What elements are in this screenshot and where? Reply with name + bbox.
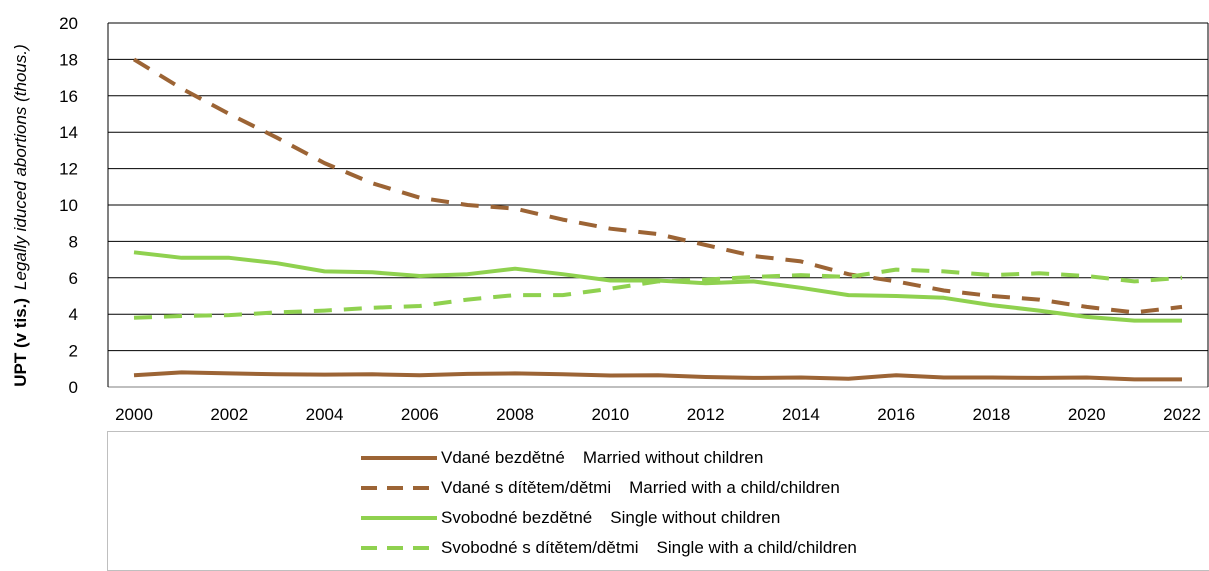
- gridlines: [107, 22, 1209, 388]
- series-line-2: [132, 57, 1183, 315]
- legend-swatch-solid-brown: [361, 456, 437, 460]
- legend-label-czech: Svobodné bezdětné: [441, 508, 593, 527]
- y-tick-label: 12: [59, 160, 78, 179]
- legend-label-english: Married without children: [582, 448, 764, 467]
- y-axis-title: UPT (v tis.) Legally iduced abortions (t…: [8, 8, 34, 423]
- legend-item-single-without-children: Svobodné bezdětné Single without childre…: [361, 505, 780, 531]
- y-tick-label: 0: [69, 378, 78, 397]
- legend-item-married-without-children: Vdané bezdětné Married without children: [361, 445, 763, 471]
- y-tick-label: 2: [69, 342, 78, 361]
- legend-label-czech: Vdané bezdětné: [441, 448, 565, 467]
- legend-label-english: Single without children: [610, 508, 781, 527]
- y-tick-label: 10: [59, 196, 78, 215]
- legend-swatch-dashed-brown: [361, 486, 437, 490]
- x-tick-label: 2002: [210, 405, 248, 424]
- legend-label-english: Married with a child/children: [629, 478, 840, 497]
- y-tick-label: 8: [69, 232, 78, 251]
- y-axis-ticks: 0 2 4 6 8 10 12 14 16 18 20: [59, 14, 78, 397]
- y-tick-label: 16: [59, 87, 78, 106]
- y-tick-label: 4: [69, 305, 78, 324]
- y-tick-label: 6: [69, 269, 78, 288]
- x-tick-label: 2004: [306, 405, 344, 424]
- x-tick-label: 2018: [973, 405, 1011, 424]
- legend-item-married-with-children: Vdané s dítětem/dětmi Married with a chi…: [361, 475, 840, 501]
- legend-label-czech: Vdané s dítětem/dětmi: [441, 478, 612, 497]
- x-tick-label: 2014: [782, 405, 820, 424]
- legend-swatch-dashed-green: [361, 546, 437, 550]
- y-tick-label: 14: [59, 123, 78, 142]
- x-tick-label: 2010: [591, 405, 629, 424]
- x-tick-label: 2022: [1163, 405, 1201, 424]
- series-line-1: [133, 370, 1182, 382]
- x-tick-label: 2008: [496, 405, 534, 424]
- y-axis-title-english: Legally iduced abortions (thous.): [11, 44, 30, 290]
- legend-label-english: Single with a child/children: [656, 538, 857, 557]
- x-tick-label: 2006: [401, 405, 439, 424]
- x-axis-ticks: 2000 2002 2004 2006 2008 2010 2012 2014 2016 2018…: [115, 405, 1201, 424]
- y-axis-title-czech: UPT (v tis.): [11, 297, 30, 387]
- legend-swatch-solid-green: [361, 516, 437, 520]
- x-tick-label: 2020: [1068, 405, 1106, 424]
- data-series: [132, 57, 1183, 382]
- x-tick-label: 2012: [687, 405, 725, 424]
- legend-label-czech: Svobodné s dítětem/dětmi: [441, 538, 639, 557]
- x-tick-label: 2000: [115, 405, 153, 424]
- x-tick-label: 2016: [877, 405, 915, 424]
- y-tick-label: 18: [59, 50, 78, 69]
- chart-legend: Vdané bezdětné Married without children …: [107, 431, 1209, 571]
- y-tick-label: 20: [59, 14, 78, 33]
- legend-item-single-with-children: Svobodné s dítětem/dětmi Single with a c…: [361, 535, 857, 561]
- series-line-4: [133, 267, 1183, 320]
